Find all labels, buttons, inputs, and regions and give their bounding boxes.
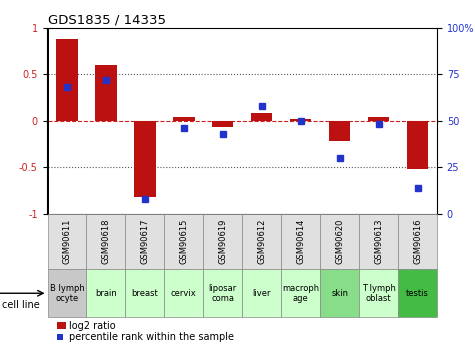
Text: GSM90615: GSM90615 bbox=[180, 219, 188, 264]
Text: log2 ratio: log2 ratio bbox=[69, 321, 115, 331]
Bar bbox=[251, 113, 273, 121]
FancyBboxPatch shape bbox=[398, 269, 437, 317]
Bar bbox=[95, 65, 117, 121]
FancyBboxPatch shape bbox=[203, 269, 242, 317]
Text: GSM90612: GSM90612 bbox=[257, 219, 266, 264]
Text: GSM90611: GSM90611 bbox=[63, 219, 71, 264]
FancyBboxPatch shape bbox=[320, 269, 359, 317]
Text: GSM90618: GSM90618 bbox=[102, 219, 110, 264]
Bar bbox=[368, 117, 390, 121]
Bar bbox=[56, 39, 78, 121]
Text: GSM90620: GSM90620 bbox=[335, 219, 344, 264]
Text: GSM90614: GSM90614 bbox=[296, 219, 305, 264]
FancyBboxPatch shape bbox=[281, 269, 320, 317]
Text: GSM90613: GSM90613 bbox=[374, 219, 383, 264]
Bar bbox=[329, 121, 351, 141]
FancyBboxPatch shape bbox=[86, 269, 125, 317]
Text: T lymph
oblast: T lymph oblast bbox=[361, 284, 396, 303]
Text: testis: testis bbox=[406, 289, 429, 298]
Bar bbox=[134, 121, 156, 197]
FancyBboxPatch shape bbox=[320, 214, 359, 269]
Text: cervix: cervix bbox=[171, 289, 197, 298]
Text: brain: brain bbox=[95, 289, 117, 298]
Bar bbox=[212, 121, 234, 127]
Text: GSM90616: GSM90616 bbox=[413, 219, 422, 264]
Text: B lymph
ocyte: B lymph ocyte bbox=[49, 284, 85, 303]
FancyBboxPatch shape bbox=[164, 214, 203, 269]
Text: liver: liver bbox=[253, 289, 271, 298]
FancyBboxPatch shape bbox=[203, 214, 242, 269]
FancyBboxPatch shape bbox=[164, 269, 203, 317]
FancyBboxPatch shape bbox=[125, 269, 164, 317]
Text: percentile rank within the sample: percentile rank within the sample bbox=[69, 332, 234, 342]
FancyBboxPatch shape bbox=[398, 214, 437, 269]
FancyBboxPatch shape bbox=[48, 214, 86, 269]
Text: liposar
coma: liposar coma bbox=[209, 284, 237, 303]
Text: cell line: cell line bbox=[2, 300, 40, 310]
Bar bbox=[407, 121, 428, 169]
Text: GDS1835 / 14335: GDS1835 / 14335 bbox=[48, 13, 165, 27]
FancyBboxPatch shape bbox=[359, 269, 398, 317]
Bar bbox=[290, 119, 312, 121]
Text: GSM90619: GSM90619 bbox=[218, 219, 227, 264]
FancyBboxPatch shape bbox=[86, 214, 125, 269]
Text: GSM90617: GSM90617 bbox=[141, 219, 149, 264]
FancyBboxPatch shape bbox=[281, 214, 320, 269]
Text: skin: skin bbox=[331, 289, 348, 298]
FancyBboxPatch shape bbox=[242, 214, 281, 269]
FancyBboxPatch shape bbox=[125, 214, 164, 269]
Text: breast: breast bbox=[132, 289, 158, 298]
FancyBboxPatch shape bbox=[359, 214, 398, 269]
FancyBboxPatch shape bbox=[242, 269, 281, 317]
Text: macroph
age: macroph age bbox=[282, 284, 319, 303]
Bar bbox=[173, 117, 195, 121]
FancyBboxPatch shape bbox=[48, 269, 86, 317]
